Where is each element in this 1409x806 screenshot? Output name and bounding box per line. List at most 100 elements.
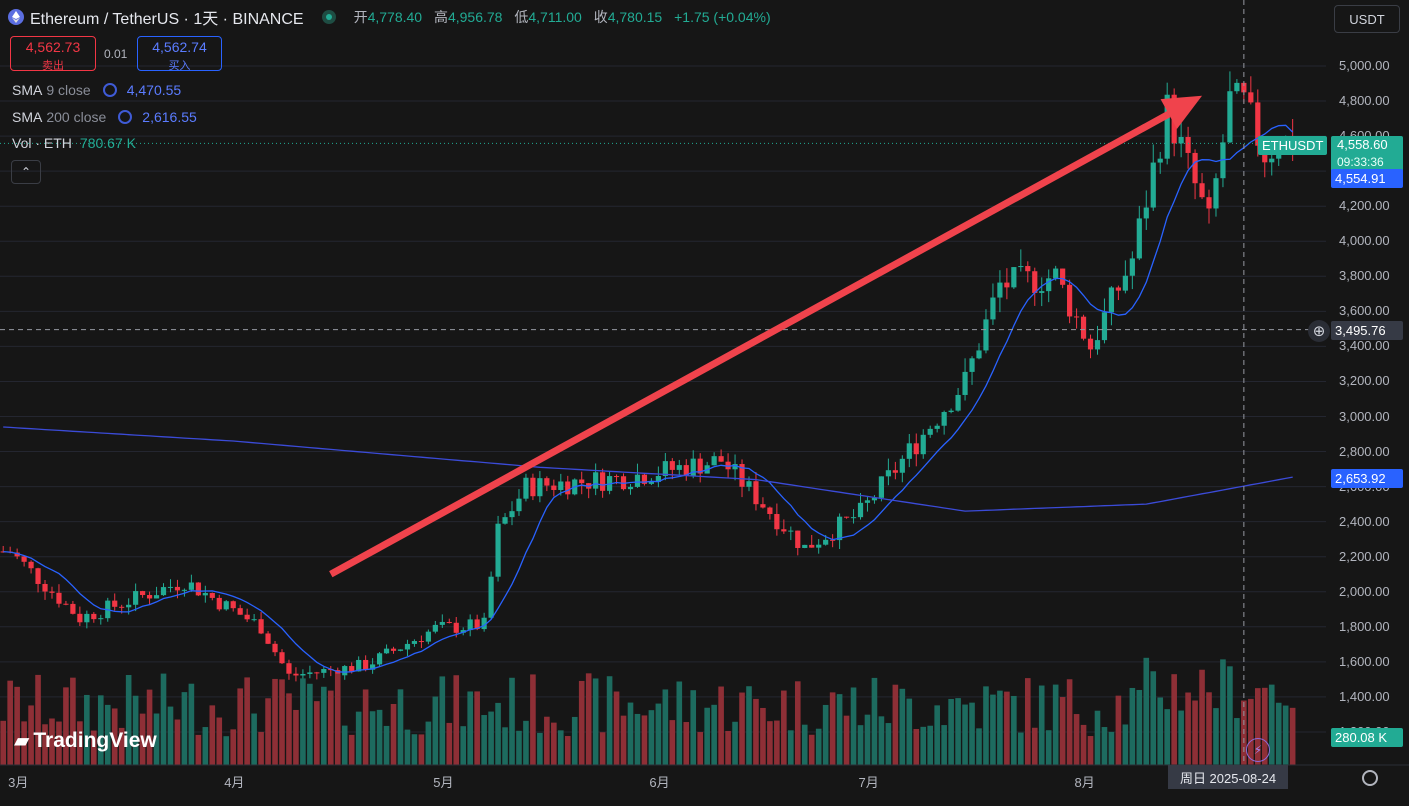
candle-body [370,664,376,670]
candle-body [1080,316,1087,339]
volume-bar [467,691,473,765]
candle-body [1192,152,1198,184]
volume-bar [690,690,697,765]
lightning-icon[interactable]: ⚡ [1246,738,1270,762]
indicator-sma200[interactable]: SMA 200 close 2,616.55 [12,109,197,125]
currency-selector[interactable]: USDT [1334,5,1400,33]
candle-body [432,624,438,632]
volume-bar [906,698,913,765]
candle-body [634,474,641,487]
candle-body [558,481,564,490]
candle-body [376,653,383,665]
volume-bar [7,680,13,765]
candle-body [160,587,167,596]
volume-bar [84,694,90,765]
open-value: 4,778.40 [367,9,423,25]
symbol-tag: ETHUSDT [1258,136,1328,155]
volume-bar [969,702,975,765]
volume-bar [739,692,745,765]
price-axis-label: 3,200.00 [1339,373,1390,389]
candle-body [356,659,362,672]
candle-body [1164,94,1170,159]
candle-body [446,621,452,623]
volume-bar [725,730,731,765]
volume-bar [774,720,780,765]
candle-body [565,481,571,495]
candle-body [1011,267,1017,288]
price-axis-label: 2,400.00 [1339,513,1390,529]
candle-body [77,613,83,623]
volume-bar [1282,705,1289,765]
sell-button[interactable]: 4,562.73 卖出 [10,36,96,72]
close-value: 4,780.15 [607,9,663,25]
indicator-sma9[interactable]: SMA 9 close 4,470.55 [12,82,181,98]
buy-button[interactable]: 4,562.74 买入 [137,36,222,72]
volume-bar [732,721,738,765]
volume-bar [746,686,752,765]
sma200-name: SMA [12,109,43,125]
candle-body [690,458,696,476]
candle-body [1227,91,1233,143]
candle-body [864,500,871,503]
trend-arrow-head[interactable] [1160,95,1203,129]
volume-bar [28,705,34,765]
candle-body [753,481,759,505]
price-axis-label: 5,000.00 [1339,58,1390,73]
candle-body [544,478,550,486]
candle-body [1255,102,1261,146]
volume-bar [1143,657,1150,765]
candle-body [1143,207,1149,219]
sma9-line [3,124,1294,673]
close-label: 收 [593,9,608,25]
candle-body [983,319,989,351]
volume-bar [1255,688,1261,765]
volume-bar [1136,689,1143,765]
volume-bar [1192,700,1198,765]
volume-bar [272,678,278,765]
collapse-legend-button[interactable]: ⌃ [11,160,41,184]
candle-body [676,465,682,470]
time-axis-label: 6月 [649,775,670,790]
candle-body [927,428,933,435]
volume-bar [111,708,118,765]
tradingview-logo[interactable]: ▰ TradingView [14,728,157,753]
candle-body [809,544,815,548]
volume-bar [1268,684,1275,765]
volume-bar [1080,724,1087,765]
time-axis-label: 8月 [1074,775,1095,790]
add-alert-icon[interactable]: ⊕ [1308,320,1330,342]
volume-bar [56,721,62,765]
symbol-title[interactable]: Ethereum / TetherUS · 1天 · BINANCE [30,11,304,28]
candle-body [14,552,20,557]
volume-bar [460,726,467,765]
trend-arrow-shaft[interactable] [329,111,1171,578]
volume-bar [1199,669,1205,765]
candle-body [774,514,780,530]
candle-body [1129,258,1135,276]
volume-bar [530,674,536,765]
volume-bar [850,687,857,765]
volume-bar [1129,687,1136,765]
volume-tag: 280.08 K [1331,728,1403,747]
sell-price: 4,562.73 [25,39,81,55]
volume-bar [1094,710,1101,765]
buy-price: 4,562.74 [152,39,207,55]
candle-body [530,477,536,497]
volume-bar [718,686,724,765]
crosshair-date-tag: 周日 2025-08-24 [1168,765,1288,789]
price-axis-label: 2,800.00 [1339,443,1390,459]
volume-bar [237,688,243,765]
candle-body [404,643,411,650]
settings-gear-icon[interactable] [1362,770,1378,786]
volume-bar [216,717,223,765]
ethereum-icon [8,9,24,25]
price-axis-label: 3,000.00 [1339,408,1390,424]
volume-bar [829,692,836,765]
candle-body [49,591,55,593]
volume-bar [516,730,522,765]
candle-body [1115,287,1121,291]
candle-body [1025,266,1031,272]
volume-bar [571,716,578,765]
indicator-volume[interactable]: Vol · ETH 780.67 K [12,135,136,151]
